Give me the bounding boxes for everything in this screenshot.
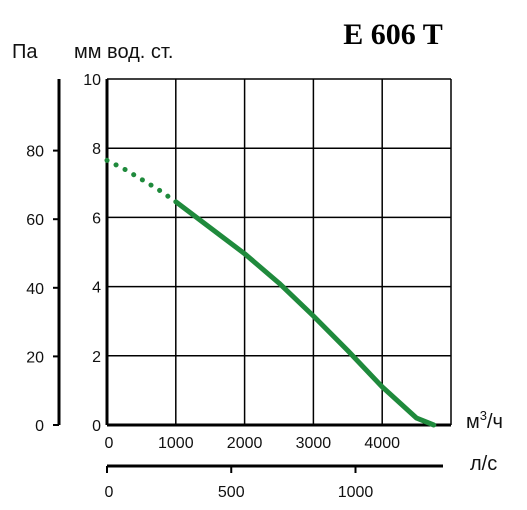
ls-axis-unit: л/с — [470, 453, 497, 475]
pa-tick-label: 80 — [26, 144, 44, 161]
mm-axis-unit: мм вод. ст. — [74, 41, 173, 63]
y-tick-label: 4 — [92, 280, 101, 297]
x-tick-label: 3000 — [296, 435, 332, 452]
axis-ticks: 0 2 4 6 8 10 0 20 40 60 80 0 1000 2000 3000 4000 0 500 100… — [26, 72, 443, 501]
curve-measured-solid — [173, 199, 437, 428]
pa-tick-label: 60 — [26, 212, 44, 229]
ls-tick-label: 0 — [105, 484, 114, 501]
pa-tick-label: 40 — [26, 281, 44, 298]
ls-tick-label: 1000 — [338, 484, 374, 501]
y-tick-label: 2 — [92, 349, 101, 366]
y-tick-label: 10 — [83, 72, 101, 89]
plot-grid — [105, 78, 452, 427]
x-tick-label: 4000 — [364, 435, 400, 452]
y-tick-label: 0 — [92, 418, 101, 435]
chart-title: E 606 T — [343, 18, 442, 51]
x-tick-label: 1000 — [158, 435, 194, 452]
curve-extrapolated-dotted — [104, 157, 179, 205]
pa-tick-label: 20 — [26, 349, 44, 366]
pa-tick-label: 0 — [35, 418, 44, 435]
x-tick-label: 0 — [105, 435, 114, 452]
series-group — [104, 157, 437, 428]
flow-axis-unit: м3/ч — [466, 408, 503, 433]
y-tick-label: 8 — [92, 141, 101, 158]
y-tick-label: 6 — [92, 210, 101, 227]
pa-axis-unit: Па — [12, 41, 38, 63]
ls-tick-label: 500 — [218, 484, 245, 501]
x-tick-label: 2000 — [227, 435, 263, 452]
